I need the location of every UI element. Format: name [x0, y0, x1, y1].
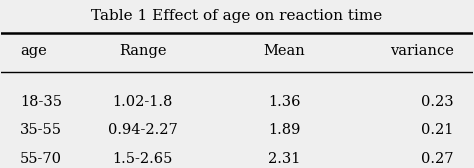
- Text: Table 1 Effect of age on reaction time: Table 1 Effect of age on reaction time: [91, 9, 383, 23]
- Text: age: age: [20, 44, 47, 58]
- Text: 1.02-1.8: 1.02-1.8: [112, 95, 173, 109]
- Text: 0.23: 0.23: [421, 95, 454, 109]
- Text: 1.89: 1.89: [268, 123, 301, 137]
- Text: Range: Range: [119, 44, 166, 58]
- Text: 18-35: 18-35: [20, 95, 62, 109]
- Text: 1.36: 1.36: [268, 95, 301, 109]
- Text: 0.21: 0.21: [421, 123, 454, 137]
- Text: 0.94-2.27: 0.94-2.27: [108, 123, 178, 137]
- Text: 2.31: 2.31: [268, 152, 301, 165]
- Text: Mean: Mean: [263, 44, 305, 58]
- Text: variance: variance: [390, 44, 454, 58]
- Text: 35-55: 35-55: [20, 123, 62, 137]
- Text: 55-70: 55-70: [20, 152, 62, 165]
- Text: 0.27: 0.27: [421, 152, 454, 165]
- Text: 1.5-2.65: 1.5-2.65: [112, 152, 173, 165]
